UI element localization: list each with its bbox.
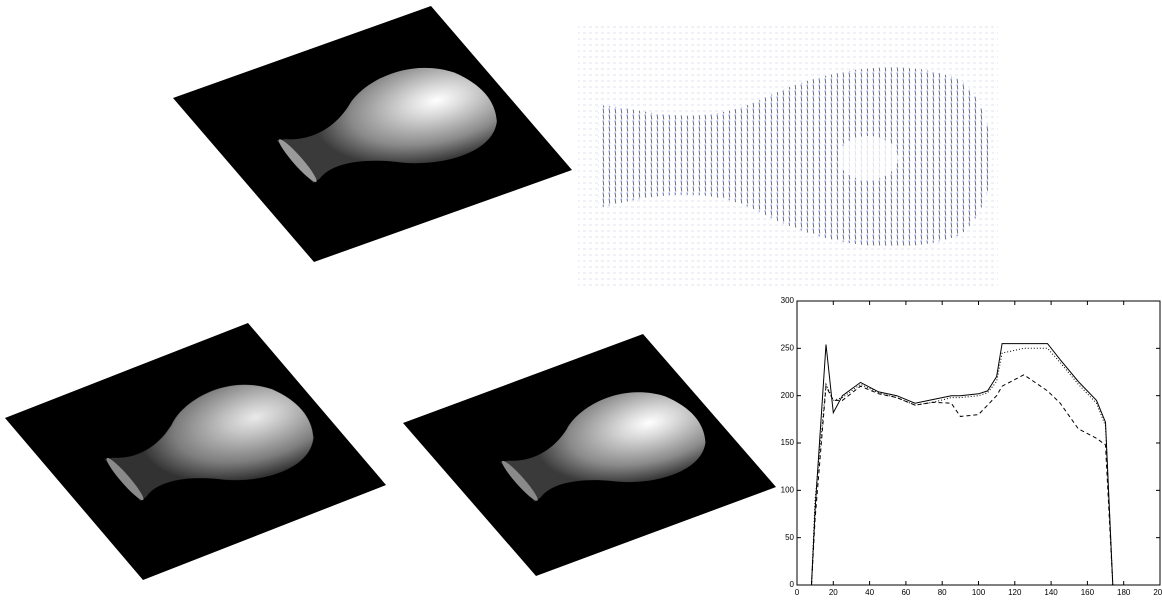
- x-tick-label: 180: [1117, 588, 1131, 597]
- x-tick-label: 60: [901, 588, 910, 597]
- x-tick-label: 200: [1153, 588, 1162, 597]
- x-tick-label: 120: [1008, 588, 1022, 597]
- plot-frame: [797, 301, 1160, 585]
- x-tick-label: 80: [938, 588, 947, 597]
- surface-noisy: [5, 323, 386, 580]
- y-tick-label: 150: [781, 438, 795, 447]
- x-tick-label: 100: [972, 588, 986, 597]
- y-tick-label: 50: [785, 533, 794, 542]
- y-tick-label: 100: [781, 485, 795, 494]
- surface-top: [173, 6, 572, 262]
- x-tick-label: 160: [1081, 588, 1095, 597]
- y-tick-label: 200: [781, 391, 795, 400]
- series-line: [812, 348, 1113, 585]
- needle-map: [578, 22, 998, 290]
- x-tick-label: 140: [1044, 588, 1058, 597]
- y-tick-label: 250: [781, 343, 795, 352]
- figure: 0501001502002503000204060801001201401601…: [0, 0, 1162, 600]
- x-tick-label: 40: [865, 588, 874, 597]
- surface-recovered: [403, 334, 776, 576]
- y-tick-label: 300: [781, 296, 795, 305]
- x-tick-label: 20: [829, 588, 838, 597]
- x-tick-label: 0: [795, 588, 800, 597]
- series-line: [812, 344, 1113, 585]
- series-line: [812, 375, 1113, 585]
